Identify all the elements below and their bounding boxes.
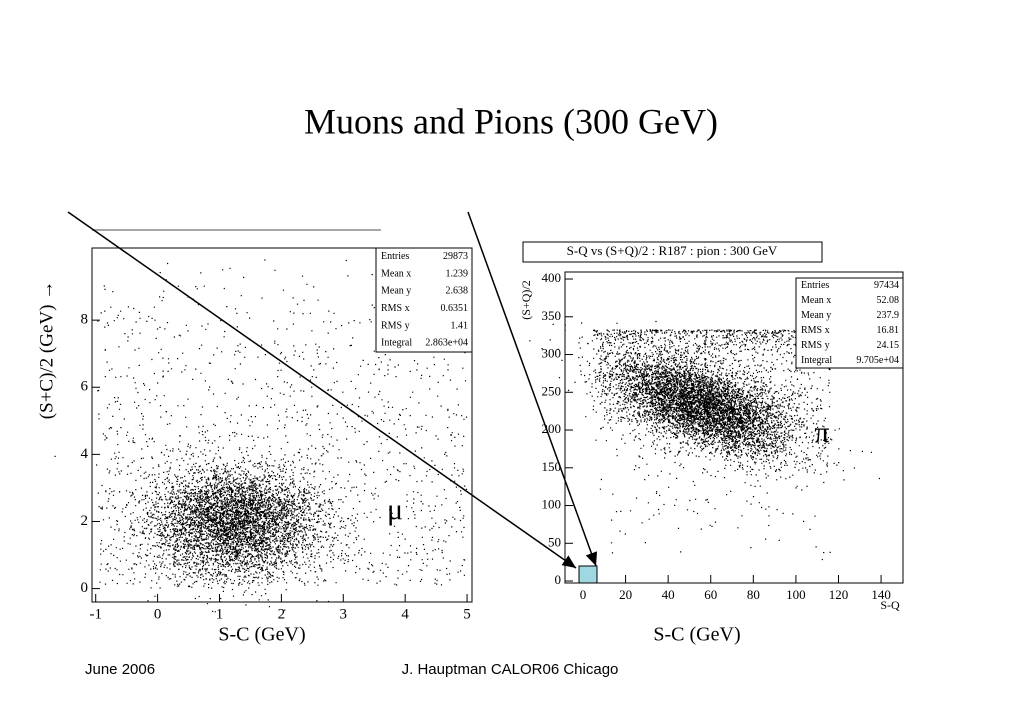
footer-date: June 2006 bbox=[85, 661, 155, 678]
x-tick-label: 3 bbox=[340, 606, 348, 622]
x-tick-label: 4 bbox=[401, 606, 409, 622]
x-axis-label: S-Q bbox=[880, 598, 900, 612]
stats-label: RMS y bbox=[381, 320, 410, 331]
stats-label: RMS x bbox=[801, 325, 830, 336]
footer-author: J. Hauptman CALOR06 Chicago bbox=[402, 661, 619, 678]
y-tick-label: 250 bbox=[542, 383, 562, 398]
stats-value: 16.81 bbox=[877, 325, 900, 336]
x-tick-label: 0 bbox=[580, 587, 587, 602]
y-tick-label: 400 bbox=[542, 270, 562, 285]
x-tick-label: 2 bbox=[278, 606, 286, 622]
x-tick-label: -1 bbox=[89, 606, 102, 622]
stats-value: 97434 bbox=[874, 280, 899, 291]
x-tick-label: 20 bbox=[619, 587, 632, 602]
stats-value: 2.863e+04 bbox=[425, 338, 468, 349]
y-tick-label: 100 bbox=[542, 497, 562, 512]
plot-title: S-Q vs (S+Q)/2 : R187 : pion : 300 GeV bbox=[567, 243, 778, 258]
stats-value: 52.08 bbox=[877, 295, 900, 306]
stats-value: 237.9 bbox=[877, 310, 900, 321]
y-tick-label: 2 bbox=[81, 513, 89, 529]
plot-title-box bbox=[522, 241, 823, 263]
mu-symbol: μ bbox=[387, 493, 403, 526]
arrow bbox=[67, 211, 577, 569]
stats-label: Integral bbox=[801, 355, 832, 366]
x-tick-label: 140 bbox=[871, 587, 891, 602]
y-tick-label: 350 bbox=[542, 308, 562, 323]
stats-box bbox=[795, 277, 904, 369]
y-tick-label: 8 bbox=[81, 312, 89, 328]
x-tick-label: 100 bbox=[786, 587, 806, 602]
y-tick-label: 50 bbox=[548, 534, 561, 549]
stats-label: Entries bbox=[381, 251, 409, 262]
stats-value: 0.6351 bbox=[441, 303, 469, 314]
stats-label: Mean y bbox=[381, 286, 411, 297]
pi-symbol: π bbox=[814, 416, 829, 449]
y-tick-label: 200 bbox=[542, 421, 562, 436]
stats-value: 9.705e+04 bbox=[856, 355, 899, 366]
stats-value: 1.41 bbox=[451, 320, 469, 331]
stats-label: Mean x bbox=[801, 295, 831, 306]
x-tick-label: 60 bbox=[704, 587, 717, 602]
stats-label: RMS y bbox=[801, 340, 830, 351]
caption: S-C (GeV) bbox=[653, 624, 740, 646]
y-tick-label: 0 bbox=[555, 572, 562, 587]
y-axis-label: (S+C)/2 (GeV) → bbox=[36, 281, 57, 419]
stats-box bbox=[375, 247, 473, 353]
stats-label: Mean y bbox=[801, 310, 831, 321]
y-axis-label: (S+Q)/2 bbox=[519, 280, 533, 319]
x-tick-label: 80 bbox=[747, 587, 760, 602]
x-tick-label: 0 bbox=[154, 606, 162, 622]
stats-value: 1.239 bbox=[446, 268, 469, 279]
stats-label: Entries bbox=[801, 280, 829, 291]
x-tick-label: 5 bbox=[463, 606, 471, 622]
y-tick-label: 4 bbox=[81, 446, 89, 462]
x-tick-label: 1 bbox=[216, 606, 224, 622]
stats-label: Mean x bbox=[381, 268, 411, 279]
scatter-cloud bbox=[529, 320, 880, 561]
stats-value: 29873 bbox=[443, 251, 468, 262]
stats-label: Integral bbox=[381, 338, 412, 349]
plot-frame bbox=[91, 247, 473, 603]
x-tick-label: 120 bbox=[829, 587, 849, 602]
arrow bbox=[467, 211, 598, 567]
slide-title: Muons and Pions (300 GeV) bbox=[304, 101, 718, 141]
y-tick-label: 300 bbox=[542, 346, 562, 361]
y-tick-label: 0 bbox=[81, 580, 89, 596]
stats-value: 2.638 bbox=[446, 286, 469, 297]
plot-frame bbox=[564, 271, 904, 584]
y-tick-label: 150 bbox=[542, 459, 562, 474]
x-axis-label: S-C (GeV) bbox=[218, 624, 305, 646]
x-tick-label: 40 bbox=[662, 587, 675, 602]
y-tick-label: 6 bbox=[81, 379, 89, 395]
scatter-cloud bbox=[54, 259, 468, 613]
stats-label: RMS x bbox=[381, 303, 410, 314]
stats-value: 24.15 bbox=[877, 340, 900, 351]
selection-box bbox=[578, 565, 598, 584]
